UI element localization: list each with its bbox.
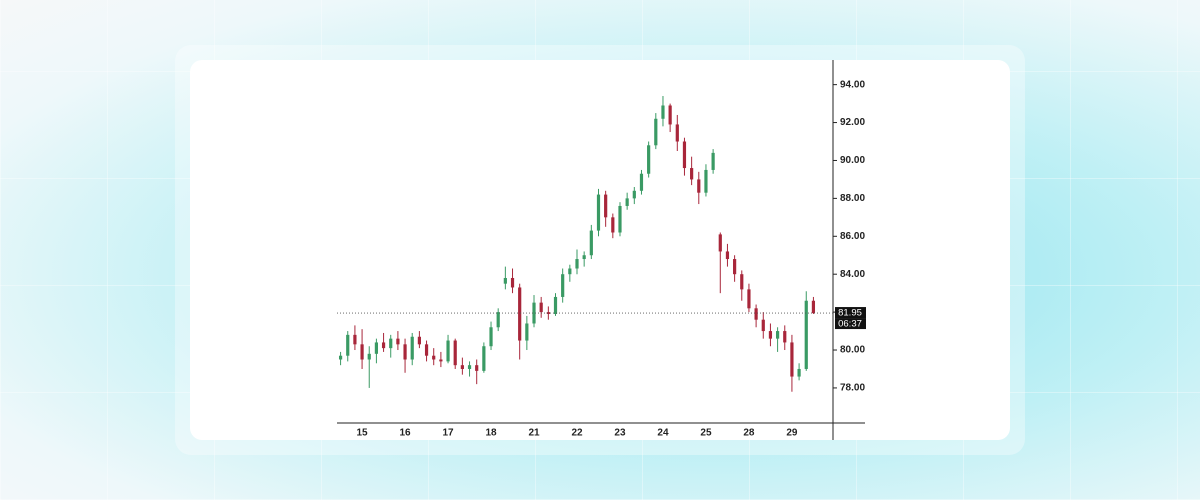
candle-body	[525, 323, 529, 341]
y-tick-label: 80.00	[840, 345, 865, 356]
candle-body	[553, 296, 558, 315]
y-tick-label: 88.00	[840, 193, 865, 204]
candle-body	[747, 289, 751, 309]
candle-body	[783, 331, 787, 343]
candle-body	[804, 300, 808, 369]
candle-body	[797, 368, 801, 377]
candle-body	[697, 179, 701, 193]
candle-body	[582, 255, 586, 260]
chart-card	[190, 60, 1010, 440]
candle-body	[424, 344, 429, 356]
candle-body	[396, 338, 400, 345]
y-tick-label: 84.00	[840, 269, 865, 280]
x-tick-label: 23	[614, 428, 626, 439]
candle-body	[403, 344, 407, 360]
x-tick-label: 16	[399, 428, 411, 439]
candle-body	[482, 346, 486, 371]
candle-body	[410, 336, 414, 360]
countdown-label: 06:37	[838, 319, 862, 330]
candle-body	[668, 105, 672, 125]
x-tick-label: 25	[700, 428, 712, 439]
candle-body	[632, 190, 636, 199]
candle-body	[561, 274, 565, 297]
candle-body	[539, 302, 543, 313]
x-tick-label: 21	[528, 428, 540, 439]
candle-body	[510, 277, 515, 288]
candle-body	[711, 152, 715, 170]
candle-body	[733, 259, 737, 275]
candle-body	[374, 342, 379, 354]
y-tick-label: 94.00	[840, 79, 865, 90]
candle-body	[790, 342, 794, 377]
candle-body	[467, 365, 472, 369]
candle-body	[754, 308, 758, 320]
y-tick-label: 86.00	[840, 231, 865, 242]
candle-body	[475, 365, 479, 371]
x-tick-label: 28	[743, 428, 755, 439]
candle-body	[604, 194, 608, 218]
x-tick-label: 15	[357, 428, 369, 439]
candle-body	[360, 344, 364, 360]
last-price-label: 81.95	[838, 308, 862, 319]
candle-body	[439, 359, 443, 362]
candle-body	[661, 105, 665, 119]
candle-body	[589, 230, 593, 256]
candle-body	[654, 118, 658, 146]
candle-body	[740, 274, 744, 290]
candle-body	[647, 145, 651, 174]
candle-body	[460, 365, 464, 369]
candle-body	[639, 173, 644, 191]
y-tick-label: 78.00	[840, 383, 865, 394]
candle-body	[768, 331, 773, 339]
candle-body	[489, 327, 493, 347]
candle-body	[625, 198, 629, 206]
candle-body	[518, 287, 522, 341]
candle-body	[568, 268, 572, 275]
candle-body	[417, 336, 421, 345]
candle-body	[389, 338, 393, 349]
candle-body	[446, 340, 450, 362]
candle-body	[346, 334, 350, 356]
candle-body	[718, 234, 722, 252]
candle-body	[532, 302, 536, 324]
candle-body	[546, 312, 550, 315]
candle-body	[811, 300, 816, 314]
x-tick-label: 17	[442, 428, 454, 439]
candle-body	[381, 342, 386, 349]
candle-body	[503, 277, 507, 284]
x-tick-label: 18	[485, 428, 497, 439]
candle-body	[432, 355, 436, 360]
countdown-box	[835, 318, 866, 330]
x-tick-label: 22	[571, 428, 583, 439]
candle-body	[496, 312, 500, 328]
candle-body	[611, 217, 615, 233]
candle-body	[675, 124, 679, 142]
y-tick-label: 92.00	[840, 117, 865, 128]
last-price-box	[835, 307, 866, 319]
candle-body	[704, 169, 708, 193]
candle-body	[453, 340, 457, 366]
candle-body	[338, 355, 343, 360]
candle-body	[761, 319, 765, 332]
candle-body	[353, 334, 357, 345]
candle-body	[596, 194, 601, 231]
candle-body	[575, 259, 579, 269]
y-tick-label: 90.00	[840, 155, 865, 166]
candle-body	[725, 251, 730, 260]
candle-body	[690, 168, 694, 180]
x-tick-label: 29	[786, 428, 798, 439]
candle-body	[618, 205, 622, 233]
candle-body	[775, 331, 780, 339]
candle-body	[682, 141, 687, 169]
candle-body	[367, 353, 371, 360]
x-tick-label: 24	[657, 428, 669, 439]
